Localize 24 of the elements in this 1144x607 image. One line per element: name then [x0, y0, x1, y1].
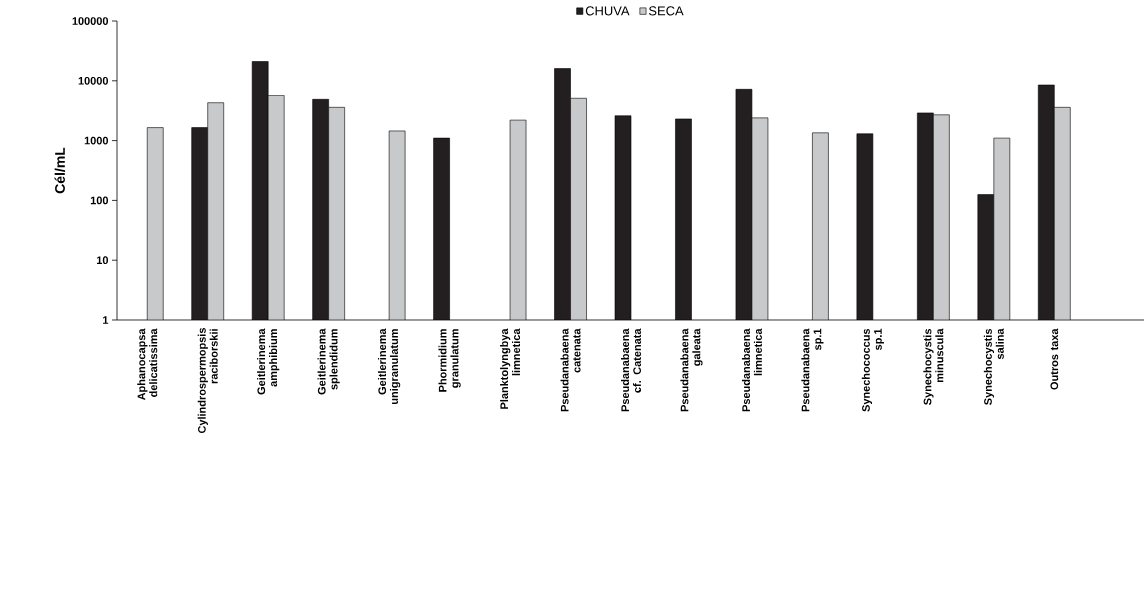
y-tick-label: 1: [103, 316, 109, 324]
x-tick-label: Pseudanabaena galeata: [680, 328, 703, 412]
x-tick-label: Pseudanabaena limnetica: [741, 328, 762, 412]
y-tick-label: 10000: [78, 76, 109, 85]
x-tick-label: Outros taxa: [1050, 328, 1059, 390]
legend-label: SECA: [648, 6, 684, 16]
x-tick-label: Cylindrospermopsis raciborskii: [197, 327, 218, 434]
x-tick-label: Aphanocapsa delicatissima: [137, 328, 158, 401]
x-tick-label: Pseudanabaena sp.1: [801, 328, 824, 412]
x-tick-label: Geitlerinema splendidum: [317, 328, 340, 395]
y-tick-label: 100000: [72, 17, 109, 25]
legend-label: CHUVA: [585, 6, 630, 16]
x-tick-label: Synechococcus sp.1: [861, 328, 884, 412]
x-tick-label: Synechocystis minuscula: [923, 328, 944, 405]
y-axis-title: Cél/mL: [54, 147, 66, 194]
x-tick-label: Synechocystis salina: [983, 328, 1004, 405]
x-tick-label: Pseudanabaena catenata: [560, 328, 581, 412]
y-tick-label: 10: [96, 256, 109, 265]
x-tick-label: Phormidium granulatum: [438, 329, 461, 392]
x-tick-label: Geitlerinema unigranulatum: [378, 328, 401, 404]
x-tick-label: Geitlerinema amphibium: [257, 328, 280, 395]
x-tick-label: Planktolyngbya limnetica: [500, 328, 521, 409]
y-tick-label: 1000: [84, 136, 109, 145]
y-tick-label: 100: [90, 196, 109, 205]
